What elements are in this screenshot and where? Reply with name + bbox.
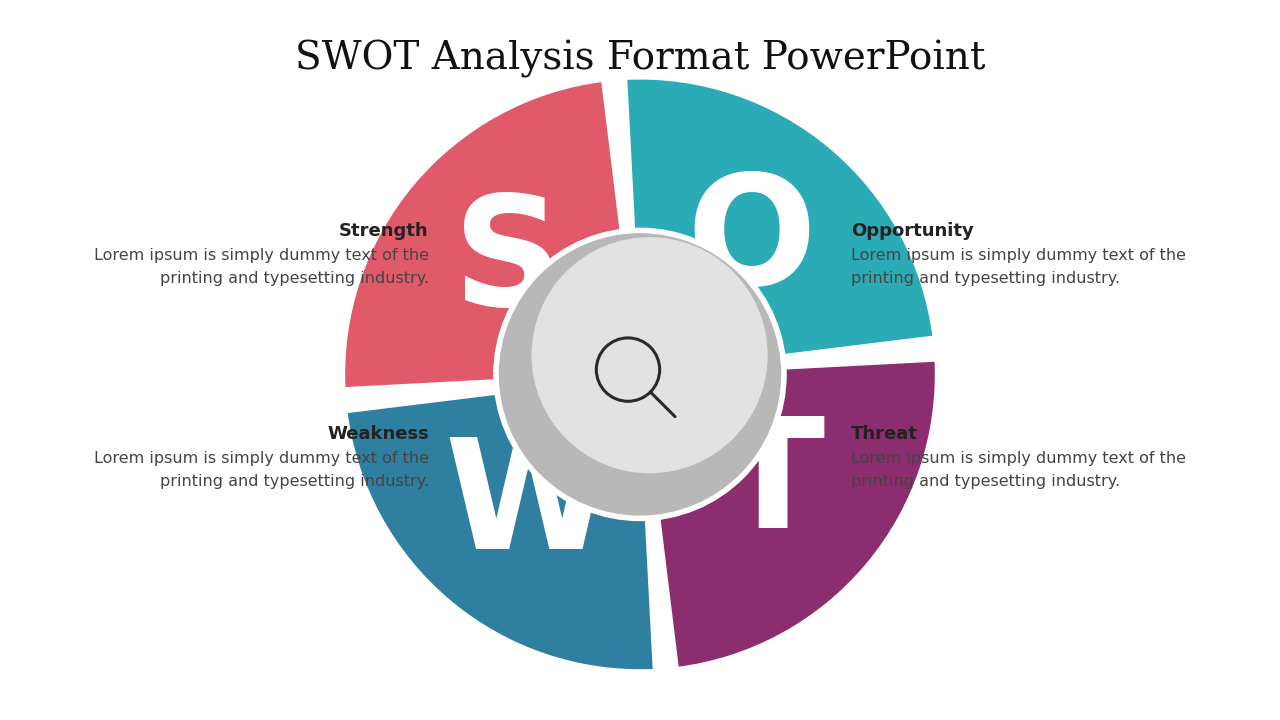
Text: Opportunity: Opportunity — [851, 222, 974, 240]
Circle shape — [531, 237, 768, 473]
Text: Lorem ipsum is simply dummy text of the
printing and typesetting industry.: Lorem ipsum is simply dummy text of the … — [93, 451, 429, 489]
Text: Weakness: Weakness — [328, 425, 429, 443]
Wedge shape — [640, 359, 937, 670]
Text: Strength: Strength — [339, 222, 429, 240]
Wedge shape — [625, 77, 936, 374]
Text: SWOT Analysis Format PowerPoint: SWOT Analysis Format PowerPoint — [294, 40, 986, 78]
Text: W: W — [444, 432, 613, 581]
Circle shape — [497, 230, 783, 518]
Text: O: O — [686, 168, 815, 317]
Text: T: T — [721, 411, 824, 560]
Text: Lorem ipsum is simply dummy text of the
printing and typesetting industry.: Lorem ipsum is simply dummy text of the … — [93, 248, 429, 286]
Text: Lorem ipsum is simply dummy text of the
printing and typesetting industry.: Lorem ipsum is simply dummy text of the … — [851, 451, 1187, 489]
Text: S: S — [453, 189, 563, 338]
Wedge shape — [344, 374, 655, 672]
Wedge shape — [343, 79, 640, 390]
Text: Threat: Threat — [851, 425, 918, 443]
Text: Lorem ipsum is simply dummy text of the
printing and typesetting industry.: Lorem ipsum is simply dummy text of the … — [851, 248, 1187, 286]
